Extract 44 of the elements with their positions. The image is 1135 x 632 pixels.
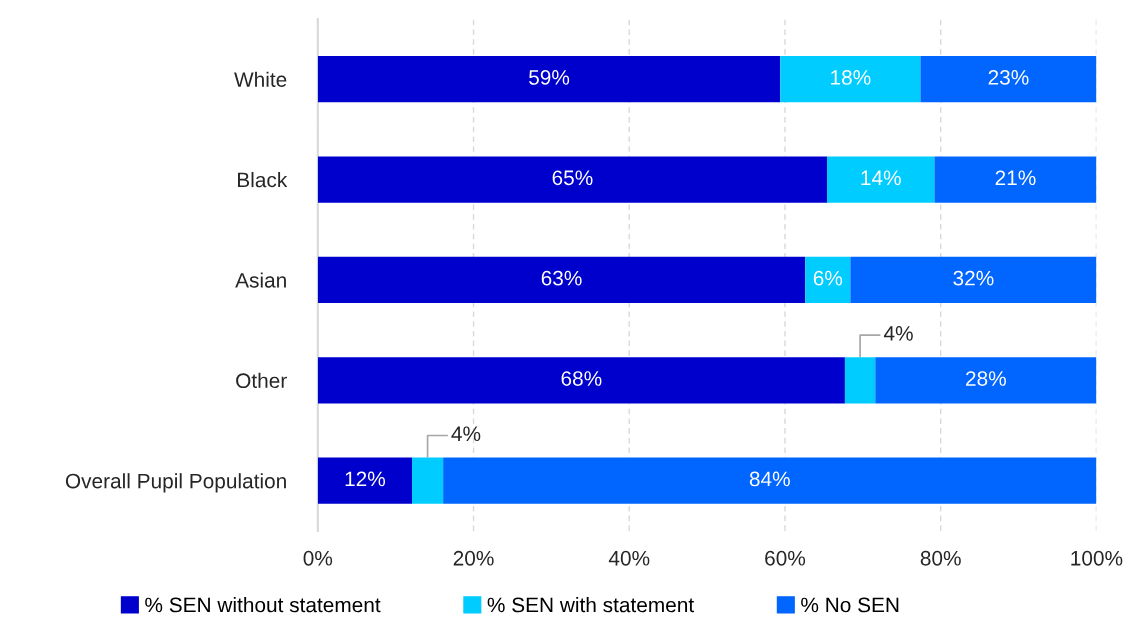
bar xyxy=(317,256,806,304)
bar xyxy=(317,457,413,504)
bar xyxy=(920,56,1097,103)
bar xyxy=(827,156,935,203)
bar xyxy=(443,457,1097,504)
data-label: 21% xyxy=(995,170,1036,186)
data-label: 84% xyxy=(749,471,790,487)
data-label: 65% xyxy=(552,170,593,186)
data-label: 6% xyxy=(813,270,843,286)
bar xyxy=(317,357,845,404)
bar xyxy=(317,56,781,103)
bar xyxy=(317,156,828,203)
bar xyxy=(805,256,851,304)
x-tick-label: 100% xyxy=(1071,550,1123,566)
data-label: 23% xyxy=(988,70,1029,85)
bar xyxy=(875,357,1097,404)
x-tick-label: 20% xyxy=(453,550,494,566)
y-tick-label: White xyxy=(234,71,287,87)
bar xyxy=(780,56,921,103)
y-tick-label: Asian xyxy=(235,272,286,288)
legend-label: % SEN with statement xyxy=(487,596,694,613)
bar xyxy=(844,357,876,404)
y-tick-label: Overall Pupil Population xyxy=(65,473,286,493)
data-label: 4% xyxy=(883,326,913,341)
bar xyxy=(850,256,1097,304)
y-tick-label: Other xyxy=(236,372,287,389)
bar xyxy=(934,156,1097,203)
data-label: 12% xyxy=(345,471,386,487)
y-tick-label: Black xyxy=(238,172,288,188)
data-label: 4% xyxy=(451,426,481,442)
data-label: 68% xyxy=(561,371,602,386)
x-tick-label: 40% xyxy=(608,550,650,566)
legend-label: % SEN without statement xyxy=(145,596,381,613)
x-tick-label: 0% xyxy=(303,550,333,566)
data-label: 28% xyxy=(966,371,1006,386)
data-label: 59% xyxy=(529,70,570,85)
legend-label: % No SEN xyxy=(801,597,899,613)
x-tick-label: 60% xyxy=(765,550,806,566)
data-label: 32% xyxy=(953,270,994,286)
data-label: 63% xyxy=(541,270,582,286)
data-label: 18% xyxy=(831,70,871,85)
bar xyxy=(412,457,444,504)
x-tick-label: 80% xyxy=(920,550,961,566)
data-label: 14% xyxy=(861,170,901,186)
